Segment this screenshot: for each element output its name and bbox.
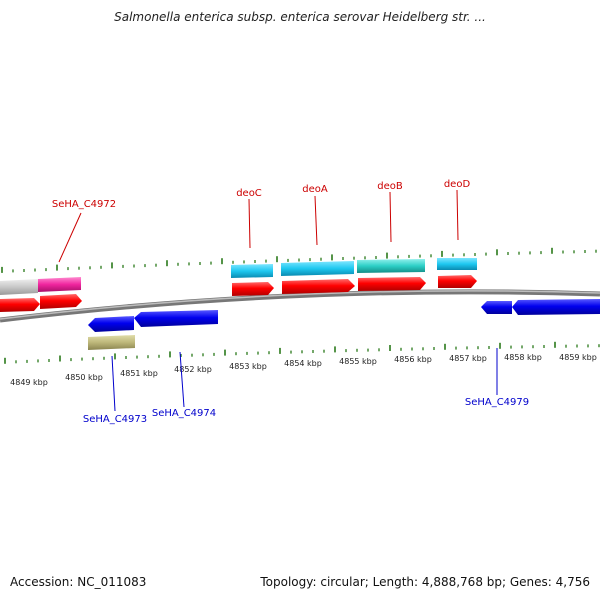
kbp-label: 4855 kbp	[339, 357, 377, 366]
genome-backbone	[0, 289, 600, 323]
feature-pink-block	[38, 277, 81, 292]
leader-deoB	[389, 191, 392, 243]
genome-stats-label: Topology: circular; Length: 4,888,768 bp…	[260, 575, 590, 589]
feature-olive-block	[88, 335, 135, 350]
genome-backbone-highlight	[0, 290, 600, 320]
kbp-label: 4851 kbp	[120, 369, 158, 378]
kbp-label: 4854 kbp	[284, 359, 322, 368]
leader-deoA	[314, 195, 318, 246]
leader-SeHA_C4973	[111, 355, 116, 412]
cds-arrow-SeHA_C4973	[88, 316, 134, 332]
gene-label-deoB: deoB	[377, 181, 403, 192]
cds-arrow-deoA	[282, 279, 355, 294]
gene-label-SeHA_C4979: SeHA_C4979	[465, 397, 529, 408]
kbp-label: 4857 kbp	[449, 354, 487, 363]
cds-arrow-SeHA_C4974	[134, 310, 218, 327]
cds-arrow-deoD	[438, 275, 477, 288]
leader-deoD	[456, 189, 459, 241]
cds-arrow-SeHA_C4979	[512, 299, 600, 315]
inner-tick-ring	[4, 341, 600, 364]
cds-arrow-deoC	[232, 282, 274, 296]
leader-deoC	[248, 198, 251, 249]
kbp-label: 4849 kbp	[10, 378, 48, 387]
gene-label-deoC: deoC	[236, 188, 262, 199]
kbp-label: 4852 kbp	[174, 365, 212, 374]
cds-arrow-reverse	[481, 301, 512, 314]
feature-deoC-cyan	[231, 264, 273, 278]
kbp-label: 4859 kbp	[559, 353, 597, 362]
leader-SeHA_C4972	[58, 212, 82, 263]
cds-arrow-deoB	[358, 277, 426, 291]
feature-gray-block	[0, 279, 38, 295]
cds-arrow-SeHA_C4972	[40, 294, 82, 309]
kbp-label: 4856 kbp	[394, 355, 432, 364]
kbp-label: 4858 kbp	[504, 353, 542, 362]
accession-label: Accession: NC_011083	[10, 575, 147, 589]
gene-label-SeHA_C4973: SeHA_C4973	[83, 414, 147, 425]
map-title: Salmonella enterica subsp. enterica sero…	[114, 10, 486, 24]
feature-deoD-cyan	[437, 258, 477, 270]
cds-arrow-forward	[0, 298, 40, 312]
feature-deoA-cyan	[281, 261, 354, 276]
leader-SeHA_C4974	[179, 351, 185, 408]
gene-label-SeHA_C4972: SeHA_C4972	[52, 199, 116, 210]
feature-deoB-teal	[357, 259, 425, 273]
outer-tick-ring	[1, 247, 597, 273]
gene-label-deoD: deoD	[444, 179, 471, 190]
kbp-label: 4850 kbp	[65, 373, 103, 382]
gene-label-SeHA_C4974: SeHA_C4974	[152, 408, 216, 419]
gene-label-deoA: deoA	[302, 184, 328, 195]
kbp-label: 4853 kbp	[229, 362, 267, 371]
